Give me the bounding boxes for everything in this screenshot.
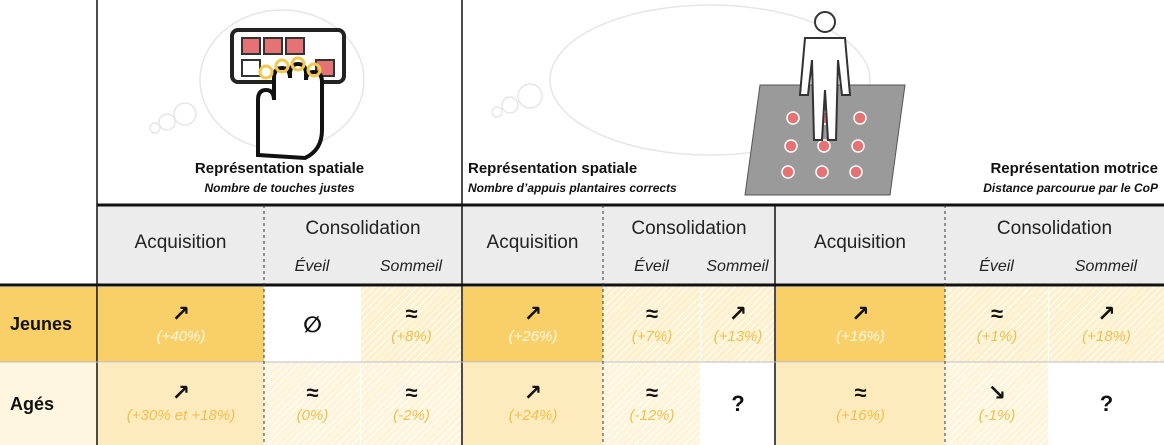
trend-symbol: ≈ [854, 380, 867, 405]
eveil-header: Éveil [634, 258, 669, 275]
trend-symbol: ≈ [645, 380, 659, 405]
sommeil-header: Sommeil [1074, 258, 1138, 275]
consolidation-header: Consolidation [631, 218, 747, 239]
result-cell: ↗ (+13%) [701, 287, 775, 362]
change-value: (+18%) [1082, 327, 1131, 345]
change-value: (+8%) [391, 327, 432, 345]
result-cell: ↗ (+30% et +18%) [98, 363, 264, 445]
change-value: (+16%) [836, 407, 885, 424]
header-bg [97, 205, 1164, 284]
consolidation-header: Consolidation [305, 218, 421, 239]
trend-symbol: ↗ [728, 300, 748, 326]
acquisition-header: Acquisition [486, 232, 579, 253]
result-cell: ≈ (+16%) [776, 363, 945, 445]
consolidation-header: Consolidation [996, 218, 1113, 239]
trend-symbol: ≈ [645, 300, 659, 326]
change-value: (+30% et +18%) [126, 407, 236, 424]
result-cell: ≈ (-12%) [604, 363, 700, 445]
change-value: (+1%) [976, 327, 1018, 345]
result-cell: ∅ [265, 287, 360, 362]
change-value: (+26%) [508, 327, 558, 345]
change-value: (+24%) [508, 407, 558, 424]
trend-symbol: ? [1099, 391, 1114, 416]
result-cell: ? [1049, 363, 1164, 445]
result-cell: ≈ (+8%) [361, 287, 462, 362]
trend-symbol: ↗ [851, 300, 870, 326]
trend-symbol: ≈ [405, 380, 418, 405]
task-subtitle: Nombre de touches justes [204, 181, 355, 195]
task-title: Représentation spatiale [468, 160, 638, 177]
change-value: (0%) [296, 407, 329, 424]
trend-symbol: ↗ [171, 300, 191, 326]
acquisition-header: Acquisition [814, 232, 906, 253]
change-value: (+16%) [836, 327, 885, 345]
trend-symbol: ↗ [1097, 300, 1116, 326]
change-value: (+40%) [156, 327, 206, 345]
trend-symbol: ↗ [523, 380, 543, 405]
change-value: (+7%) [631, 327, 673, 345]
row-label: Agés [0, 363, 97, 445]
trend-symbol: ↘ [987, 380, 1007, 405]
result-cell: ↘ (-1%) [946, 363, 1048, 445]
trend-symbol: ∅ [303, 311, 322, 337]
task-subtitle: Nombre d’appuis plantaires corrects [468, 181, 677, 195]
result-cell: ≈ (-2%) [361, 363, 462, 445]
result-cell: ≈ (+1%) [946, 287, 1048, 362]
result-cell: ↗ (+18%) [1049, 287, 1164, 362]
sommeil-header: Sommeil [379, 258, 443, 275]
trend-symbol: ≈ [306, 380, 319, 405]
trend-symbol: ? [731, 391, 745, 416]
result-cell: ≈ (+7%) [604, 287, 700, 362]
trend-symbol: ↗ [171, 380, 191, 405]
trend-symbol: ↗ [523, 300, 543, 326]
task-title: Représentation spatiale [194, 160, 365, 177]
acquisition-header: Acquisition [134, 232, 227, 253]
row-label: Jeunes [0, 287, 97, 362]
result-cell: ↗ (+24%) [463, 363, 603, 445]
eveil-header: Éveil [979, 258, 1014, 275]
task-subtitle: Distance parcourue par le CoP [983, 181, 1158, 195]
eveil-header: Éveil [294, 258, 330, 275]
sommeil-header: Sommeil [706, 258, 769, 275]
change-value: (-2%) [393, 407, 430, 424]
trend-symbol: ≈ [405, 300, 418, 326]
result-cell: ≈ (0%) [265, 363, 360, 445]
change-value: (-12%) [629, 407, 675, 424]
result-cell: ↗ (+16%) [776, 287, 945, 362]
result-cell: ↗ (+26%) [463, 287, 603, 362]
result-cell: ↗ (+40%) [98, 287, 264, 362]
trend-symbol: ≈ [990, 300, 1004, 326]
result-cell: ? [701, 363, 775, 445]
task-title: Représentation motrice [990, 160, 1158, 177]
change-value: (-1%) [978, 407, 1016, 424]
change-value: (+13%) [713, 327, 763, 345]
